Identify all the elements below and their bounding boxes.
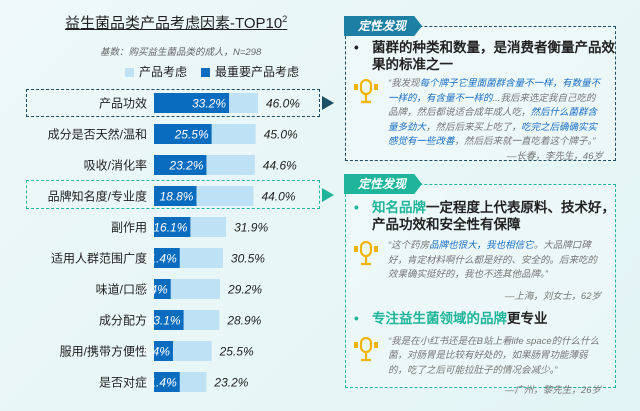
data-label-most-important: 33.2% [192,97,226,111]
data-label-most-important: 11.4% [144,376,177,390]
arrow-to-panel1 [322,96,334,110]
bar-most-important [154,124,212,144]
category-label: 成分是否天然/温和 [48,127,147,142]
highlight-row-efficacy [26,89,320,117]
data-label-consider: 31.9% [234,221,268,235]
chart-title: 益生菌品类产品考虑因素-TOP102 [65,14,288,32]
data-label-consider: 46.0% [266,97,300,111]
bar-most-important [154,155,207,175]
microphone-icon [354,79,378,104]
finding-tag: 定性发现 [344,174,423,194]
category-label: 适用人群范围广度 [51,251,147,266]
category-label: 服用/携带方便性 [60,344,147,359]
category-label: 是否对症 [99,375,147,390]
legend: 产品考虑 最重要产品考虑 [125,63,299,80]
data-label-most-important: 7.4% [140,283,168,297]
quote: “我是在小红书还是在B站上看life space的什么什么菌，对肠胃是比较有好处… [346,335,615,379]
category-label: 产品功效 [99,96,147,111]
category-label: 品牌知名度/专业度 [48,189,147,204]
legend-item-most-important: 最重要产品考虑 [201,63,299,80]
microphone-icon [354,241,378,266]
category-label: 成分配方 [99,313,147,328]
bar-most-important [154,186,197,206]
bar-most-important [154,279,171,299]
legend-item-consider: 产品考虑 [125,63,187,80]
bar-most-important [154,372,180,392]
bar-most-important [154,248,180,268]
finding-heading: • 菌群的种类和数量，是消费者衡量产品效果的标准之一 [354,40,615,72]
data-label-most-important: 23.2% [168,159,203,173]
quote: “这个药房品牌也很大，我也相信它。大品牌口碑好，肯定材料啊什么都是好的、安全的。… [346,239,615,283]
finding-heading-specialist: • 专注益生菌领域的品牌更专业 [354,310,548,326]
bar-most-important [154,217,191,237]
arrow-to-panel2 [322,188,334,202]
data-label-consider: 44.6% [263,159,297,173]
category-label: 味道/口感 [96,282,147,297]
data-label-consider: 28.9% [226,314,261,328]
quote: “我发现每个牌子它里面菌群含量不一样，有数量不一样的，有含量不一样的...我后来… [346,77,615,162]
data-label-most-important: 8.4% [143,345,171,359]
data-label-most-important: 25.5% [174,128,209,142]
category-label: 吸收/消化率 [84,158,147,173]
data-label-most-important: 16.1% [153,221,187,235]
microphone-icon [354,336,378,361]
quote-attribution: —广州，黎先生，26岁 [504,385,601,396]
highlight-row-brand [26,180,320,209]
quote-attribution: —上海，刘女士，62岁 [504,290,601,302]
data-label-consider: 44.0% [261,190,295,204]
panel-finding-1: 定性发现 • 菌群的种类和数量，是消费者衡量产品效果的标准之一 “我发现每个牌子它… [344,16,616,162]
bar-most-important [154,93,230,113]
data-label-consider: 30.5% [231,252,265,266]
base-note: 基数：购买益生菌品类的成人，N=298 [100,47,262,58]
finding-heading-brand: • 知名品牌一定程度上代表原料、技术好，产品功效和安全性有保障 [354,200,615,232]
panel-finding-2: 定性发现 • 知名品牌一定程度上代表原料、技术好，产品功效和安全性有保障 “这个药… [344,174,616,396]
data-label-consider: 23.2% [213,376,248,390]
bar-most-important [154,341,173,361]
data-label-most-important: 18.8% [159,190,193,204]
data-label-consider: 29.2% [227,283,262,297]
data-label-consider: 25.5% [219,345,254,359]
data-label-most-important: 13.1% [147,314,181,328]
data-label-consider: 45.0% [264,128,298,142]
data-label-most-important: 11.4% [144,252,177,266]
category-label: 副作用 [111,221,147,235]
finding-tag: 定性发现 [344,16,423,36]
bar-most-important [154,310,184,330]
